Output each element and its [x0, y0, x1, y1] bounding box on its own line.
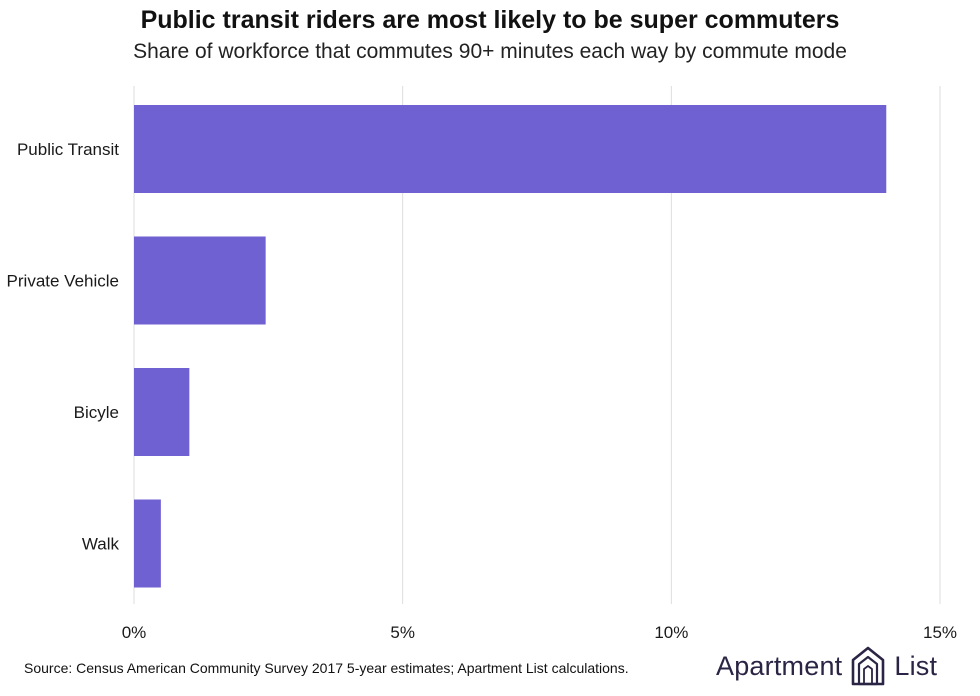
- bar-walk: [134, 499, 161, 588]
- x-tick-label: 0%: [122, 623, 147, 640]
- x-tick-label: 5%: [390, 623, 415, 640]
- category-labels: Public Transit Private Vehicle Bicyle Walk: [7, 140, 120, 554]
- category-label: Private Vehicle: [7, 272, 119, 291]
- apartment-list-logo-icon: [852, 646, 885, 686]
- x-tick-label: 10%: [654, 623, 688, 640]
- brand-logo: Apartment List: [716, 643, 937, 689]
- brand-word-2: List: [894, 650, 938, 681]
- x-tick-labels: 0% 5% 10% 15%: [122, 623, 957, 640]
- chart-title: Public transit riders are most likely to…: [140, 6, 840, 34]
- category-label: Public Transit: [17, 140, 119, 159]
- x-tick-label: 15%: [923, 623, 957, 640]
- category-label: Walk: [82, 535, 120, 554]
- bar-bicyle: [134, 368, 190, 456]
- brand-word-1: Apartment: [716, 650, 843, 681]
- source-note: Source: Census American Community Survey…: [24, 660, 629, 676]
- bar-public-transit: [134, 105, 887, 193]
- chart-subtitle: Share of workforce that commutes 90+ min…: [133, 40, 847, 63]
- bar-private-vehicle: [134, 236, 266, 325]
- category-label: Bicyle: [74, 403, 119, 422]
- bars: [134, 105, 887, 588]
